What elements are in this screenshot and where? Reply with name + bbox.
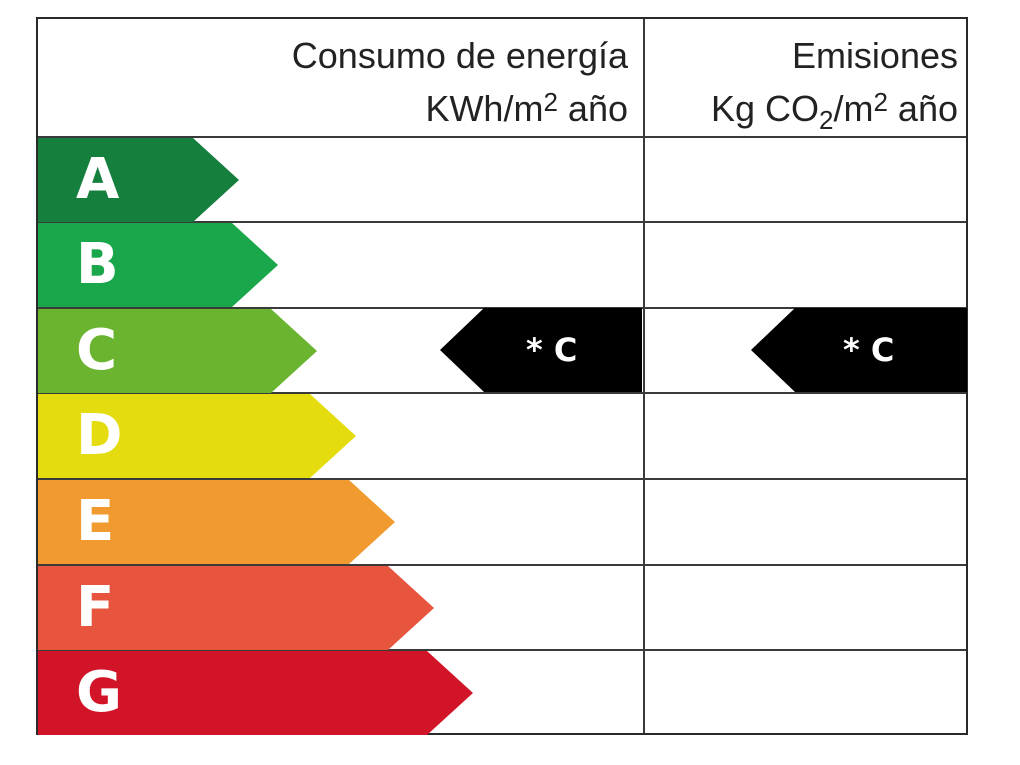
rating-arrow-shape <box>38 138 239 222</box>
row-divider <box>38 564 966 566</box>
rating-arrow-e: E <box>38 480 395 564</box>
rating-arrow-a: A <box>38 138 239 222</box>
rating-letter-c: C <box>76 318 119 383</box>
rating-arrow-shape <box>38 651 473 735</box>
header-divider <box>38 136 966 138</box>
rating-arrow-shape <box>38 394 356 478</box>
consumo-rating-indicator: * C <box>440 308 642 392</box>
rating-letter-b: B <box>76 232 120 297</box>
consumo-title: Consumo de energía <box>291 35 628 76</box>
rating-arrow-shape <box>38 566 434 650</box>
rating-arrow-c: C <box>38 309 317 393</box>
rating-arrow-b: B <box>38 223 278 307</box>
rating-arrow-d: D <box>38 394 356 478</box>
row-divider <box>38 392 966 394</box>
rating-arrow-shape <box>38 309 317 393</box>
column-divider <box>643 19 645 733</box>
row-divider <box>38 649 966 651</box>
rating-letter-a: A <box>76 147 121 212</box>
emisiones-title: Emisiones <box>791 35 958 76</box>
rating-arrow-f: F <box>38 566 434 650</box>
rating-arrow-shape <box>38 223 278 307</box>
rating-letter-d: D <box>76 403 124 468</box>
emisiones-unit: Kg CO2/m2 año <box>710 87 958 135</box>
consumo-rating-label: * C <box>526 331 578 369</box>
consumo-header: Consumo de energía KWh/m2 año <box>38 19 628 137</box>
rating-letter-g: G <box>76 660 123 725</box>
rating-arrow-shape <box>38 480 395 564</box>
rating-letter-f: F <box>76 575 116 640</box>
rating-arrow-g: G <box>38 651 473 735</box>
consumo-unit: KWh/m2 año <box>425 87 628 129</box>
rating-letter-e: E <box>76 489 116 554</box>
emisiones-header: Emisiones Kg CO2/m2 año <box>645 19 958 137</box>
row-divider <box>38 221 966 223</box>
emisiones-rating-label: * C <box>843 331 895 369</box>
emisiones-rating-indicator: * C <box>751 308 967 392</box>
row-divider <box>38 478 966 480</box>
energy-label-table: Consumo de energía KWh/m2 año Emisiones … <box>36 17 968 735</box>
